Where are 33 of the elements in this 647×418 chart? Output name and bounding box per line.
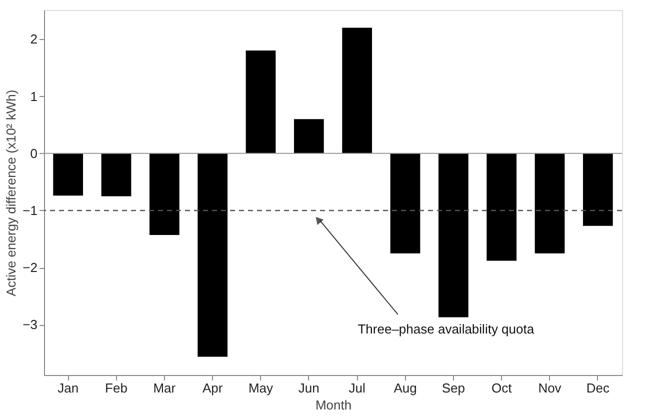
x-tick-label: Oct <box>491 380 512 396</box>
y-tick-label: −2 <box>22 260 38 276</box>
x-axis-title: Month <box>315 398 352 412</box>
x-tick-label: Dec <box>586 380 610 396</box>
y-axis-title: Active energy difference (x10² kWh) <box>4 90 19 296</box>
bar <box>53 153 84 196</box>
bar <box>486 153 517 261</box>
y-tick-label: 1 <box>30 88 38 104</box>
bar <box>101 153 132 196</box>
y-tick-label: −1 <box>22 202 38 218</box>
bar <box>582 153 613 226</box>
bar <box>342 28 372 154</box>
x-tick-label: May <box>248 380 274 396</box>
x-tick-label: Mar <box>153 380 176 396</box>
bar <box>198 153 228 357</box>
bar <box>438 153 468 318</box>
bar <box>149 153 180 236</box>
x-tick-label: Sep <box>442 380 465 396</box>
x-tick-label: Feb <box>105 380 128 396</box>
x-tick-label: Jan <box>58 380 79 396</box>
x-tick-label: Nov <box>538 380 562 396</box>
y-tick-label: −3 <box>22 317 38 332</box>
annotation: Three–phase availability quota <box>358 321 535 336</box>
bar <box>534 153 565 254</box>
x-tick-label: Aug <box>394 380 417 396</box>
bar <box>390 153 420 254</box>
y-tick-label: 0 <box>30 146 38 161</box>
x-tick-label: Apr <box>202 380 224 396</box>
bar <box>246 50 276 154</box>
x-tick-label: Jun <box>298 380 320 396</box>
x-tick-label: Jul <box>348 380 366 396</box>
y-tick-label: 2 <box>30 32 38 47</box>
bar <box>294 119 324 154</box>
